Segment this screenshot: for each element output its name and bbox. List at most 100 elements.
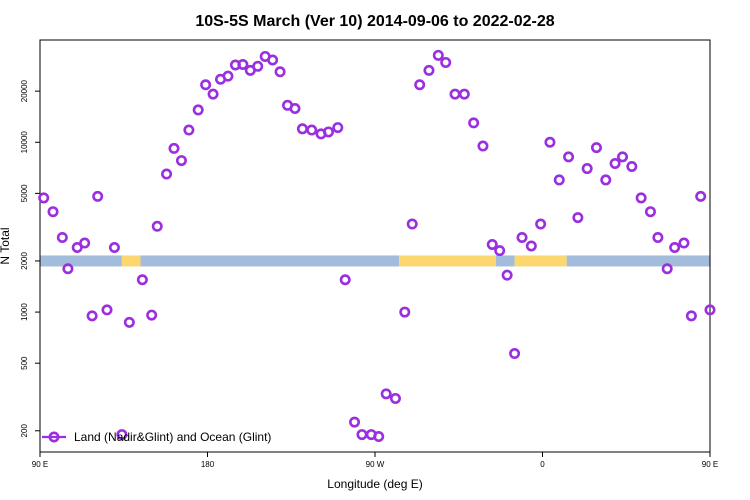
data-point (432, 49, 444, 61)
y-tick-label: 5000 (20, 184, 29, 202)
data-point (306, 124, 318, 136)
data-point (207, 88, 219, 100)
band-segment-ocean (140, 255, 400, 267)
data-point (468, 117, 480, 129)
data-point (501, 269, 513, 281)
data-point (494, 245, 506, 257)
data-point (685, 310, 697, 322)
legend-label: Land (Nadir&Glint) and Ocean (Glint) (74, 430, 271, 444)
data-point (414, 79, 426, 91)
data-point (161, 168, 173, 180)
legend: Land (Nadir&Glint) and Ocean (Glint) (42, 430, 271, 444)
data-point (399, 306, 411, 318)
data-point (389, 392, 401, 404)
data-point (356, 429, 368, 441)
data-point (590, 142, 602, 154)
data-point (669, 242, 681, 254)
data-point (449, 88, 461, 100)
legend-marker (48, 431, 60, 443)
data-point (678, 237, 690, 249)
band-segment-ocean (566, 255, 710, 267)
data-point (274, 66, 286, 78)
x-tick-label: 90 E (32, 460, 48, 469)
data-point (192, 104, 204, 116)
data-point (652, 231, 664, 243)
data-point (609, 157, 621, 169)
data-point (108, 242, 120, 254)
data-point (516, 231, 528, 243)
data-point (252, 60, 264, 72)
data-point (581, 163, 593, 175)
basemap-band (40, 255, 710, 267)
data-point (544, 136, 556, 148)
data-point (440, 56, 452, 68)
data-point (626, 160, 638, 172)
y-tick-label: 20000 (20, 79, 29, 102)
data-point (332, 122, 344, 134)
x-tick-label: 90 W (366, 460, 385, 469)
data-point (322, 126, 334, 138)
chart-title: 10S-5S March (Ver 10) 2014-09-06 to 2022… (195, 13, 554, 30)
data-point (373, 431, 385, 443)
data-point (183, 124, 195, 136)
y-axis: 200 500 1000 2000 5000 10000 20000 (20, 79, 40, 437)
data-point (222, 70, 234, 82)
band-segment-land (514, 255, 567, 267)
plot-frame (39, 39, 711, 453)
data-point (237, 58, 249, 70)
data-point (296, 123, 308, 135)
data-point (644, 206, 656, 218)
x-tick-label: 180 (201, 460, 215, 469)
data-point (695, 190, 707, 202)
data-point (572, 212, 584, 224)
y-tick-label: 500 (20, 356, 29, 370)
x-tick-label: 90 E (702, 460, 718, 469)
data-point (62, 263, 74, 275)
data-point (406, 218, 418, 230)
x-axis-label: Longitude (deg E) (327, 477, 422, 491)
x-tick-label: 0 (540, 460, 545, 469)
data-point (535, 218, 547, 230)
data-point (38, 192, 50, 204)
data-points (38, 49, 716, 443)
data-point (101, 304, 113, 316)
data-point (56, 231, 68, 243)
data-point (200, 79, 212, 91)
data-point (116, 429, 128, 441)
data-point (151, 220, 163, 232)
data-point (349, 416, 361, 428)
band-segment-land (121, 255, 141, 267)
data-point (47, 206, 59, 218)
data-point (423, 64, 435, 76)
data-point (175, 155, 187, 167)
data-point (635, 192, 647, 204)
data-point (553, 174, 565, 186)
y-axis-label: N Total (0, 227, 12, 264)
data-point (486, 238, 498, 250)
y-tick-label: 2000 (20, 252, 29, 270)
data-point (563, 151, 575, 163)
data-point (617, 151, 629, 163)
y-tick-label: 10000 (20, 131, 29, 154)
data-point (136, 274, 148, 286)
x-axis: 90 E 180 90 W 0 90 E (32, 452, 718, 469)
data-point (704, 304, 716, 316)
data-point (267, 54, 279, 66)
data-point (71, 242, 83, 254)
data-point (380, 388, 392, 400)
y-tick-label: 200 (20, 424, 29, 438)
data-point (458, 88, 470, 100)
band-segment-ocean (40, 255, 122, 267)
data-point (600, 174, 612, 186)
band-segment-ocean (495, 255, 515, 267)
data-point (146, 309, 158, 321)
data-point (339, 274, 351, 286)
y-tick-label: 1000 (20, 303, 29, 321)
data-point (92, 190, 104, 202)
data-point (86, 310, 98, 322)
data-point (509, 348, 521, 360)
data-point (525, 240, 537, 252)
data-point (168, 142, 180, 154)
data-point (477, 140, 489, 152)
